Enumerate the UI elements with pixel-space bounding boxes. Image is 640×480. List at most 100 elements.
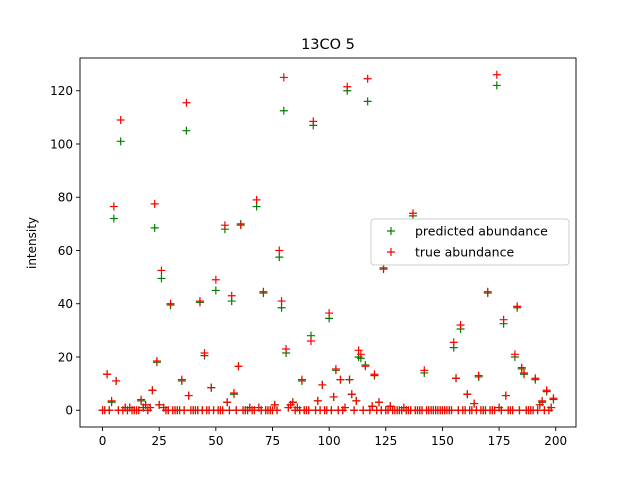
data-point-marker (379, 265, 388, 274)
data-point-marker (352, 396, 361, 405)
data-point-marker (103, 370, 112, 379)
data-point-marker (229, 388, 238, 397)
data-point-marker (309, 117, 318, 126)
data-point-marker (340, 403, 349, 412)
data-point-marker (275, 246, 284, 255)
data-point-marker (508, 406, 517, 415)
legend-marker-predicted (387, 227, 395, 235)
data-point-marker (220, 221, 229, 230)
data-point-marker (250, 406, 259, 415)
data-point-marker (533, 406, 542, 415)
y-tick-label: 80 (58, 191, 73, 205)
data-point-marker (152, 356, 161, 365)
data-point-marker (347, 390, 356, 399)
data-point-marker (150, 223, 159, 232)
x-tick-label: 50 (208, 434, 223, 448)
data-point-marker (336, 375, 345, 384)
data-point-marker (182, 126, 191, 135)
data-point-marker (345, 375, 354, 384)
data-point-marker (234, 362, 243, 371)
data-point-marker (157, 266, 166, 275)
data-point-marker (361, 362, 370, 371)
data-point-marker (211, 275, 220, 284)
data-point-marker (218, 406, 227, 415)
legend-box (370, 218, 570, 266)
data-point-marker (497, 406, 506, 415)
data-point-marker (547, 403, 556, 412)
data-point-marker (184, 391, 193, 400)
data-point-marker (107, 396, 116, 405)
data-point-marker (137, 395, 146, 404)
data-point-marker (363, 74, 372, 83)
data-point-marker (329, 392, 338, 401)
data-point-marker (195, 297, 204, 306)
data-point-marker (282, 344, 291, 353)
data-point-marker (223, 398, 232, 407)
data-point-marker (447, 406, 456, 415)
data-point-marker (470, 399, 479, 408)
legend-label-true: true abundance (415, 245, 514, 260)
data-point-marker (259, 287, 268, 296)
data-point-marker (492, 81, 501, 90)
data-point-marker (134, 406, 143, 415)
data-point-marker (270, 400, 279, 409)
data-point-marker (510, 350, 519, 359)
data-point-marker (200, 348, 209, 357)
data-point-marker (304, 406, 313, 415)
chart-title: 13CO 5 (301, 37, 355, 53)
data-point-marker (499, 315, 508, 324)
data-point-marker (343, 82, 352, 91)
y-tick-label: 60 (58, 244, 73, 258)
data-point-marker (363, 97, 372, 106)
data-point-marker (359, 406, 368, 415)
y-tick-label: 40 (58, 297, 73, 311)
data-point-marker (150, 199, 159, 208)
data-point-marker (288, 398, 297, 407)
data-point-marker (279, 106, 288, 115)
data-point-marker (141, 400, 150, 409)
data-point-marker (420, 366, 429, 375)
data-point-marker (331, 364, 340, 373)
x-tick-label: 150 (431, 434, 454, 448)
data-point-marker (542, 386, 551, 395)
data-point-marker (356, 350, 365, 359)
data-point-marker (325, 309, 334, 318)
data-point-marker (180, 406, 189, 415)
data-point-marker (474, 371, 483, 380)
data-point-marker (456, 321, 465, 330)
data-point-marker (232, 406, 241, 415)
data-point-marker (116, 137, 125, 146)
data-point-marker (490, 406, 499, 415)
x-tick-label: 25 (152, 434, 167, 448)
data-point-marker (452, 374, 461, 383)
data-point-marker (449, 338, 458, 347)
data-point-marker (109, 202, 118, 211)
data-point-marker (297, 375, 306, 384)
x-tick-label: 75 (265, 434, 280, 448)
data-point-marker (177, 375, 186, 384)
data-point-marker (463, 390, 472, 399)
data-point-marker (307, 337, 316, 346)
data-point-marker (155, 400, 164, 409)
data-point-marker (501, 391, 510, 400)
data-point-marker (370, 370, 379, 379)
data-point-marker (146, 403, 155, 412)
data-point-marker (483, 287, 492, 296)
data-point-marker (368, 402, 377, 411)
data-point-marker (116, 116, 125, 125)
data-point-marker (211, 286, 220, 295)
data-point-marker (227, 291, 236, 300)
data-point-marker (350, 406, 359, 415)
y-tick-label: 120 (50, 84, 73, 98)
data-point-marker (517, 363, 526, 372)
data-point-marker (105, 406, 114, 415)
data-point-marker (273, 406, 282, 415)
plot-frame (79, 57, 577, 428)
series-true-group (98, 70, 558, 415)
data-point-marker (327, 406, 336, 415)
y-tick-label: 100 (50, 137, 73, 151)
data-point-marker (549, 394, 558, 403)
data-point-marker (279, 73, 288, 82)
data-point-marker (374, 398, 383, 407)
data-point-marker (492, 70, 501, 79)
